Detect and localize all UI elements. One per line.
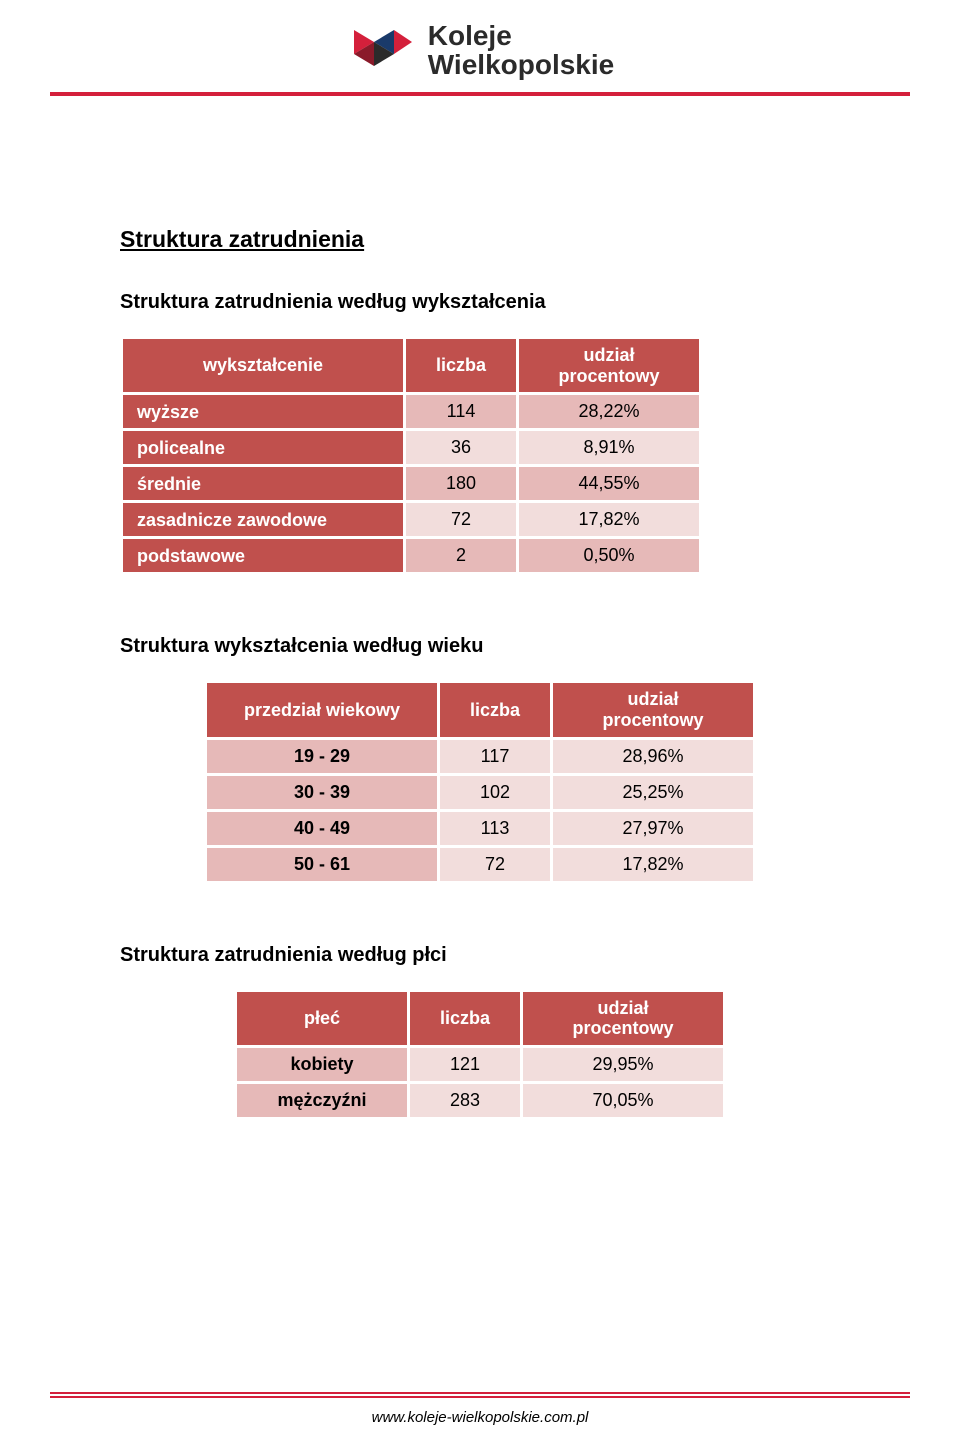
column-header: udziałprocentowy xyxy=(553,683,753,736)
cell-percent: 25,25% xyxy=(553,776,753,809)
cell-count: 117 xyxy=(440,740,550,773)
page-title: Struktura zatrudnienia xyxy=(120,226,840,253)
column-header: płeć xyxy=(237,992,407,1045)
table-age: przedział wiekowyliczbaudziałprocentowy1… xyxy=(120,680,840,883)
row-label: policealne xyxy=(123,431,403,464)
column-header: liczba xyxy=(440,683,550,736)
brand-line1: Koleje xyxy=(428,21,614,50)
cell-count: 113 xyxy=(440,812,550,845)
table-row: wyższe11428,22% xyxy=(123,395,699,428)
footer-rule-bottom xyxy=(50,1396,910,1398)
page: Koleje Wielkopolskie Struktura zatrudnie… xyxy=(0,0,960,1446)
section3-title: Struktura zatrudnienia według płci xyxy=(120,944,840,967)
logo: Koleje Wielkopolskie xyxy=(346,20,614,80)
row-label: kobiety xyxy=(237,1048,407,1081)
column-header: udziałprocentowy xyxy=(523,992,723,1045)
table-row: podstawowe20,50% xyxy=(123,539,699,572)
row-label: średnie xyxy=(123,467,403,500)
table-gender: płećliczbaudziałprocentowykobiety12129,9… xyxy=(120,989,840,1120)
section1-title: Struktura zatrudnienia według wykształce… xyxy=(120,291,840,314)
cell-count: 72 xyxy=(406,503,516,536)
row-label: 19 - 29 xyxy=(207,740,437,773)
table-row: średnie18044,55% xyxy=(123,467,699,500)
cell-percent: 17,82% xyxy=(553,848,753,881)
cell-count: 180 xyxy=(406,467,516,500)
table: wykształcenieliczbaudziałprocentowywyższ… xyxy=(120,336,702,575)
row-label: 30 - 39 xyxy=(207,776,437,809)
cell-percent: 29,95% xyxy=(523,1048,723,1081)
cell-percent: 27,97% xyxy=(553,812,753,845)
row-label: zasadnicze zawodowe xyxy=(123,503,403,536)
cell-count: 72 xyxy=(440,848,550,881)
table-row: kobiety12129,95% xyxy=(237,1048,723,1081)
table-row: zasadnicze zawodowe7217,82% xyxy=(123,503,699,536)
table-row: 40 - 4911327,97% xyxy=(207,812,753,845)
table-row: 30 - 3910225,25% xyxy=(207,776,753,809)
content: Struktura zatrudnienia Struktura zatrudn… xyxy=(0,96,960,1220)
footer-url: www.koleje-wielkopolskie.com.pl xyxy=(0,1409,960,1426)
footer-rule-top xyxy=(50,1392,910,1394)
section2-title: Struktura wykształcenia według wieku xyxy=(120,635,840,658)
table: przedział wiekowyliczbaudziałprocentowy1… xyxy=(204,680,756,883)
row-label: 50 - 61 xyxy=(207,848,437,881)
column-header: udziałprocentowy xyxy=(519,339,699,392)
column-header: wykształcenie xyxy=(123,339,403,392)
table-row: mężczyźni28370,05% xyxy=(237,1084,723,1117)
cell-percent: 28,96% xyxy=(553,740,753,773)
table-row: policealne368,91% xyxy=(123,431,699,464)
cell-count: 121 xyxy=(410,1048,520,1081)
column-header: liczba xyxy=(410,992,520,1045)
kw-logo-icon xyxy=(346,20,416,80)
header: Koleje Wielkopolskie xyxy=(0,0,960,88)
cell-percent: 44,55% xyxy=(519,467,699,500)
row-label: 40 - 49 xyxy=(207,812,437,845)
cell-count: 283 xyxy=(410,1084,520,1117)
table-row: 19 - 2911728,96% xyxy=(207,740,753,773)
table-education: wykształcenieliczbaudziałprocentowywyższ… xyxy=(120,336,840,575)
brand-line2: Wielkopolskie xyxy=(428,50,614,79)
cell-count: 36 xyxy=(406,431,516,464)
cell-percent: 17,82% xyxy=(519,503,699,536)
cell-count: 2 xyxy=(406,539,516,572)
cell-percent: 0,50% xyxy=(519,539,699,572)
footer-rules xyxy=(0,1392,960,1398)
cell-percent: 8,91% xyxy=(519,431,699,464)
cell-count: 102 xyxy=(440,776,550,809)
cell-percent: 70,05% xyxy=(523,1084,723,1117)
row-label: mężczyźni xyxy=(237,1084,407,1117)
cell-percent: 28,22% xyxy=(519,395,699,428)
column-header: liczba xyxy=(406,339,516,392)
row-label: wyższe xyxy=(123,395,403,428)
column-header: przedział wiekowy xyxy=(207,683,437,736)
row-label: podstawowe xyxy=(123,539,403,572)
table: płećliczbaudziałprocentowykobiety12129,9… xyxy=(234,989,726,1120)
cell-count: 114 xyxy=(406,395,516,428)
table-row: 50 - 617217,82% xyxy=(207,848,753,881)
logo-text: Koleje Wielkopolskie xyxy=(428,21,614,80)
